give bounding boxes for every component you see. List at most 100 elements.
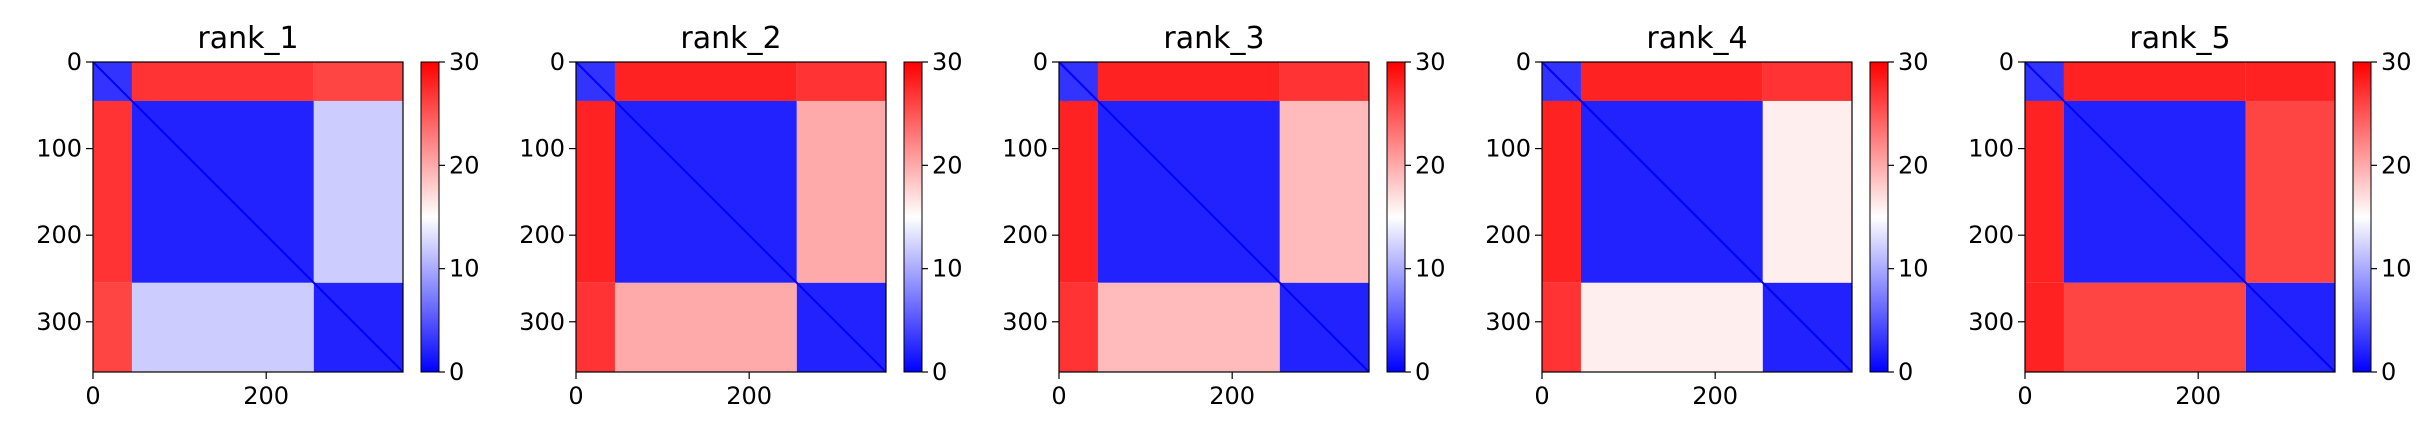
heatmap-cells <box>92 61 404 373</box>
colorbar-tick-label: 10 <box>449 255 480 283</box>
colorbar-tick-label: 30 <box>1415 48 1446 76</box>
heatmap-cell <box>2063 62 2246 101</box>
colorbar <box>1869 61 1889 373</box>
heatmap-cell <box>614 62 797 101</box>
heatmap-cell <box>93 100 132 283</box>
x-tick-label: 0 <box>568 382 583 410</box>
colorbar <box>1386 61 1406 373</box>
y-tick-label: 200 <box>519 221 565 249</box>
x-tick-label: 200 <box>2175 382 2221 410</box>
colorbar <box>420 61 440 373</box>
colorbar-tick-label: 30 <box>2381 48 2412 76</box>
colorbar-tick-label: 10 <box>1415 255 1446 283</box>
heatmap-panel-2: rank_2 0 100 200 300 0 200 0 10 20 30 <box>519 21 962 410</box>
y-tick-label: 200 <box>1485 221 1531 249</box>
colorbar-tick-label: 0 <box>932 358 947 386</box>
panel-title: rank_5 <box>2129 21 2230 56</box>
heatmap-panel-1: rank_1 0 100 200 300 0 200 0 10 20 30 <box>36 21 479 410</box>
heatmap-panel-5: rank_5 0 100 200 300 0 200 0 10 20 30 <box>1968 21 2411 410</box>
heatmap-cell <box>1097 62 1280 101</box>
heatmap-cell <box>2025 282 2064 372</box>
colorbar-tick-label: 10 <box>1898 255 1929 283</box>
x-tick-label: 0 <box>1051 382 1066 410</box>
colorbar-tick-label: 30 <box>932 48 963 76</box>
heatmap-cell <box>1279 100 1369 283</box>
panel-title: rank_3 <box>1163 21 1264 56</box>
y-tick-label: 100 <box>1968 135 2014 163</box>
diagonal-line <box>92 61 404 373</box>
heatmap-cell <box>131 62 314 101</box>
heatmap-cell <box>1580 282 1763 372</box>
heatmap-cell <box>1542 282 1581 372</box>
diagonal-line <box>575 61 887 373</box>
heatmap-cell <box>1059 282 1098 372</box>
y-tick-label: 200 <box>1002 221 1048 249</box>
heatmap-cell <box>1542 100 1581 283</box>
heatmap-panel-4: rank_4 0 100 200 300 0 200 0 10 20 30 <box>1485 21 1928 410</box>
colorbar-tick-label: 0 <box>449 358 464 386</box>
x-tick-label: 200 <box>726 382 772 410</box>
y-tick-label: 100 <box>519 135 565 163</box>
colorbar-tick-label: 20 <box>1898 151 1929 179</box>
y-tick-label: 0 <box>550 48 565 76</box>
heatmap-cell <box>2025 100 2064 283</box>
colorbar-tick-label: 30 <box>449 48 480 76</box>
x-tick-label: 200 <box>1209 382 1255 410</box>
heatmap-cell <box>614 282 797 372</box>
heatmap-cell <box>1279 62 1369 101</box>
y-tick-label: 100 <box>36 135 82 163</box>
plot-frame <box>2024 61 2336 373</box>
y-tick-label: 0 <box>1516 48 1531 76</box>
colorbar-tick-label: 20 <box>932 151 963 179</box>
colorbar <box>2352 61 2372 373</box>
heatmap-cell <box>131 282 314 372</box>
panel-title: rank_1 <box>197 21 298 56</box>
x-tick-label: 200 <box>1692 382 1738 410</box>
heatmap-cell <box>1097 282 1280 372</box>
heatmap-cell <box>1762 62 1852 101</box>
y-tick-label: 0 <box>67 48 82 76</box>
y-tick-label: 300 <box>1968 308 2014 336</box>
plot-frame <box>1541 61 1853 373</box>
diagonal-line <box>1541 61 1853 373</box>
plot-frame <box>575 61 887 373</box>
colorbar-tick-label: 0 <box>1898 358 1913 386</box>
colorbar-tick-label: 20 <box>449 151 480 179</box>
x-tick-label: 0 <box>1534 382 1549 410</box>
heatmap-cell <box>2245 100 2335 283</box>
heatmap-cell <box>2245 62 2335 101</box>
heatmap-cell <box>2063 282 2246 372</box>
colorbar-tick-label: 10 <box>2381 255 2412 283</box>
panel-title: rank_4 <box>1646 21 1747 56</box>
heatmap-cell <box>796 62 886 101</box>
heatmap-cell <box>313 100 403 283</box>
diagonal-line <box>1058 61 1370 373</box>
y-tick-label: 100 <box>1485 135 1531 163</box>
heatmap-cell <box>1059 100 1098 283</box>
heatmap-cells <box>2024 61 2336 373</box>
panel-title: rank_2 <box>680 21 781 56</box>
heatmap-panel-3: rank_3 0 100 200 300 0 200 0 10 20 30 <box>1002 21 1445 410</box>
colorbar-tick-label: 30 <box>1898 48 1929 76</box>
y-tick-label: 200 <box>1968 221 2014 249</box>
x-tick-label: 200 <box>243 382 289 410</box>
plot-frame <box>1058 61 1370 373</box>
colorbar-tick-label: 10 <box>932 255 963 283</box>
heatmap-cell <box>576 100 615 283</box>
y-tick-label: 300 <box>1485 308 1531 336</box>
y-tick-label: 100 <box>1002 135 1048 163</box>
heatmap-cell <box>576 282 615 372</box>
colorbar-tick-label: 0 <box>2381 358 2396 386</box>
x-tick-label: 0 <box>2017 382 2032 410</box>
plot-frame <box>92 61 404 373</box>
x-tick-label: 0 <box>85 382 100 410</box>
heatmap-cells <box>1058 61 1370 373</box>
y-tick-label: 200 <box>36 221 82 249</box>
y-tick-label: 0 <box>1033 48 1048 76</box>
colorbar <box>903 61 923 373</box>
heatmap-cells <box>1541 61 1853 373</box>
y-tick-label: 300 <box>36 308 82 336</box>
heatmap-cell <box>313 62 403 101</box>
heatmap-cell <box>796 100 886 283</box>
